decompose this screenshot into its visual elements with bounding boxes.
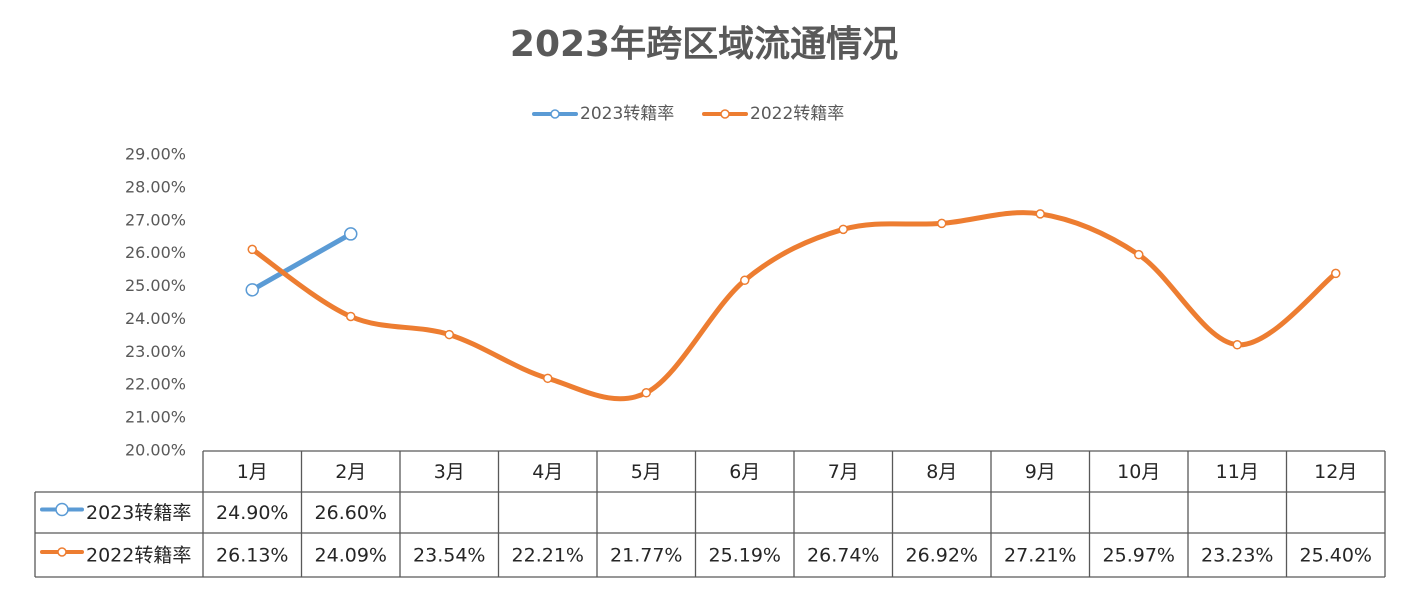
point-marker	[1035, 209, 1045, 219]
legend-marker	[720, 109, 730, 119]
x-tick-label: 2月	[335, 461, 366, 483]
point-marker	[641, 388, 651, 398]
y-tick-label: 28.00%	[125, 177, 186, 196]
series-line	[249, 210, 1339, 402]
legend-marker	[550, 109, 560, 119]
table-value: 26.74%	[807, 545, 879, 567]
x-tick-label: 10月	[1117, 461, 1160, 483]
table-value: 24.09%	[315, 545, 387, 567]
table-value: 22.21%	[512, 545, 584, 567]
point-marker	[1232, 340, 1242, 350]
point-marker	[1134, 249, 1144, 260]
table-value: 23.54%	[413, 545, 485, 567]
table-value: 23.23%	[1201, 545, 1273, 567]
table-value: 24.90%	[216, 502, 288, 524]
x-tick-label: 11月	[1216, 461, 1259, 483]
x-tick-label: 7月	[828, 461, 859, 483]
point-marker	[444, 329, 454, 340]
table-legend-marker	[55, 502, 69, 517]
y-tick-label: 20.00%	[125, 441, 186, 460]
y-tick-label: 21.00%	[125, 408, 186, 427]
y-tick-label: 26.00%	[125, 243, 186, 262]
y-tick-label: 22.00%	[125, 375, 186, 394]
x-tick-label: 5月	[631, 461, 662, 483]
table-value: 26.60%	[315, 502, 387, 524]
table-value: 26.92%	[906, 545, 978, 567]
table-value: 25.97%	[1103, 545, 1175, 567]
table-value: 25.40%	[1300, 545, 1372, 567]
x-tick-label: 9月	[1025, 461, 1056, 483]
point-marker	[543, 373, 553, 384]
point-marker	[740, 275, 750, 286]
legend-label: 2022转籍率	[750, 104, 844, 124]
point-marker	[937, 218, 947, 229]
series-line	[249, 231, 354, 293]
point-marker	[344, 227, 358, 241]
chart-title: 2023年跨区域流通情况	[510, 24, 898, 65]
table-value: 26.13%	[216, 545, 288, 567]
table-value: 27.21%	[1004, 545, 1076, 567]
x-tick-label: 4月	[532, 461, 563, 483]
point-marker	[245, 283, 259, 297]
table-row-label: 2023转籍率	[86, 502, 191, 524]
x-tick-label: 6月	[729, 461, 760, 483]
point-marker	[346, 311, 356, 322]
table-value: 25.19%	[709, 545, 781, 567]
y-tick-label: 23.00%	[125, 342, 186, 361]
y-tick-label: 25.00%	[125, 276, 186, 295]
x-tick-label: 1月	[237, 461, 268, 483]
y-tick-label: 29.00%	[125, 145, 186, 164]
table-legend-marker	[57, 547, 67, 557]
table-row-label: 2022转籍率	[86, 545, 191, 567]
y-tick-label: 24.00%	[125, 309, 186, 328]
x-tick-label: 12月	[1314, 461, 1357, 483]
point-marker	[838, 224, 848, 235]
point-marker	[1331, 268, 1341, 279]
legend-label: 2023转籍率	[580, 104, 674, 124]
x-tick-label: 3月	[434, 461, 465, 483]
y-tick-label: 27.00%	[125, 210, 186, 229]
table-value: 21.77%	[610, 545, 682, 567]
x-tick-label: 8月	[926, 461, 957, 483]
point-marker	[247, 244, 257, 255]
